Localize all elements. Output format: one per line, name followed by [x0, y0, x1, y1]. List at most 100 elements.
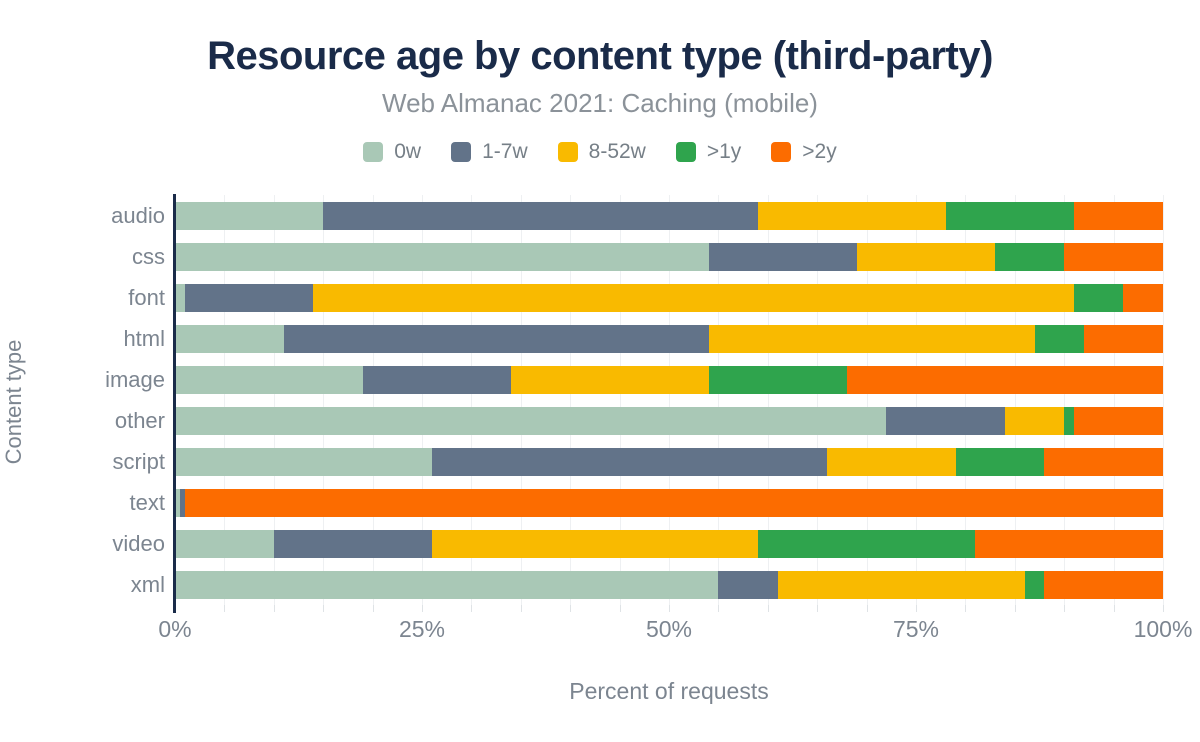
- x-axis-tick-label: 75%: [892, 616, 940, 642]
- bar-segment: [175, 283, 185, 312]
- bar-segment: [856, 242, 996, 271]
- x-axis-tick-mark: [273, 605, 275, 612]
- bar-segment: [1123, 283, 1163, 312]
- x-axis-tick-mark: [520, 605, 522, 612]
- bar-segment: [1034, 324, 1084, 353]
- bar-segment: [708, 365, 847, 394]
- x-axis-tick-mark: [372, 605, 374, 612]
- gridline: [224, 195, 226, 605]
- bar-row: [175, 447, 1163, 476]
- gridline: [817, 195, 819, 605]
- legend-label: >1y: [706, 140, 742, 163]
- x-axis-tick-label: 100%: [1133, 616, 1193, 642]
- bar-segment: [757, 201, 946, 230]
- x-axis-tick-label: 25%: [398, 616, 446, 642]
- bar-segment: [175, 324, 284, 353]
- bar-segment: [995, 242, 1065, 271]
- legend-item: 1-7w: [451, 140, 528, 164]
- bar-segment: [273, 529, 432, 558]
- bar-segment: [175, 447, 432, 476]
- bar-segment: [708, 242, 857, 271]
- x-axis-tick-mark: [471, 605, 473, 612]
- y-axis-label: font: [128, 284, 165, 310]
- legend: 0w 1-7w 8-52w >1y >2y: [0, 140, 1200, 164]
- bar-segment: [1083, 324, 1163, 353]
- bar-segment: [955, 447, 1045, 476]
- x-axis-tick-mark: [965, 605, 967, 612]
- x-axis-tick-mark: [1113, 605, 1115, 612]
- bar-row: [175, 406, 1163, 435]
- bar-segment: [510, 365, 709, 394]
- legend-label: >2y: [802, 140, 837, 163]
- gridline: [570, 195, 572, 605]
- bar-segment: [777, 570, 1025, 599]
- plot-area: [173, 194, 1164, 613]
- legend-swatch-icon: [451, 142, 472, 162]
- x-axis-ticks: [175, 605, 1164, 613]
- bar-segment: [708, 324, 1035, 353]
- y-axis-label: xml: [130, 571, 165, 597]
- x-axis-tick-mark: [866, 605, 868, 612]
- legend-swatch-icon: [363, 142, 384, 162]
- y-axis-label: script: [112, 448, 165, 474]
- legend-swatch-icon: [675, 142, 696, 162]
- legend-item: >1y: [675, 140, 742, 164]
- gridline: [767, 195, 769, 605]
- bar-segment: [1064, 406, 1075, 435]
- gridline: [619, 195, 621, 605]
- bar-segment: [175, 242, 709, 271]
- gridline: [1014, 195, 1016, 605]
- bar-segment: [886, 406, 1005, 435]
- gridline: [422, 195, 423, 605]
- bar-segment: [175, 365, 363, 394]
- bar-row: [175, 324, 1163, 353]
- legend-label: 8-52w: [588, 140, 646, 163]
- bar-segment: [1074, 283, 1124, 312]
- bar-segment: [184, 488, 1163, 517]
- bar-segment: [283, 324, 709, 353]
- x-axis-tick-mark: [817, 605, 819, 612]
- bar-segment: [1024, 570, 1045, 599]
- x-axis-tick-mark: [916, 605, 917, 612]
- gridline: [1163, 195, 1164, 605]
- bar-segment: [175, 201, 324, 230]
- gridline: [372, 195, 374, 605]
- gridline: [1113, 195, 1115, 605]
- legend-item: 0w: [363, 140, 421, 164]
- bar-segment: [1004, 406, 1065, 435]
- gridline: [965, 195, 967, 605]
- bar-segment: [175, 488, 180, 517]
- bar-segment: [846, 365, 1163, 394]
- y-axis-label: image: [105, 366, 165, 392]
- x-axis-tick-mark: [1163, 605, 1164, 612]
- gridline: [718, 195, 720, 605]
- bar-segment: [184, 283, 314, 312]
- x-axis-tick-mark: [718, 605, 720, 612]
- bar-row: [175, 242, 1163, 271]
- bar-segment: [175, 406, 887, 435]
- bar-segment: [718, 570, 778, 599]
- bar-segment: [1074, 201, 1163, 230]
- x-axis-tick-mark: [767, 605, 769, 612]
- bar-segment: [1044, 570, 1163, 599]
- bar-segment: [431, 529, 758, 558]
- bar-segment: [975, 529, 1163, 558]
- legend-label: 1-7w: [482, 140, 528, 163]
- legend-swatch-icon: [771, 142, 792, 162]
- bar-row: [175, 529, 1163, 558]
- bar-segment: [945, 201, 1075, 230]
- bar-segment: [313, 283, 1075, 312]
- gridline: [916, 195, 917, 605]
- x-axis-tick-mark: [422, 605, 423, 612]
- gridline: [323, 195, 325, 605]
- bar-segment: [362, 365, 511, 394]
- y-axis-label: text: [129, 489, 165, 515]
- bar-segment: [175, 529, 274, 558]
- bar-segment: [179, 488, 185, 517]
- bar-row: [175, 283, 1163, 312]
- gridline: [669, 195, 670, 605]
- y-axis-label: css: [132, 243, 165, 269]
- bar-row: [175, 570, 1163, 599]
- x-axis-tick-label: 0%: [158, 616, 192, 642]
- bar-segment: [1044, 447, 1163, 476]
